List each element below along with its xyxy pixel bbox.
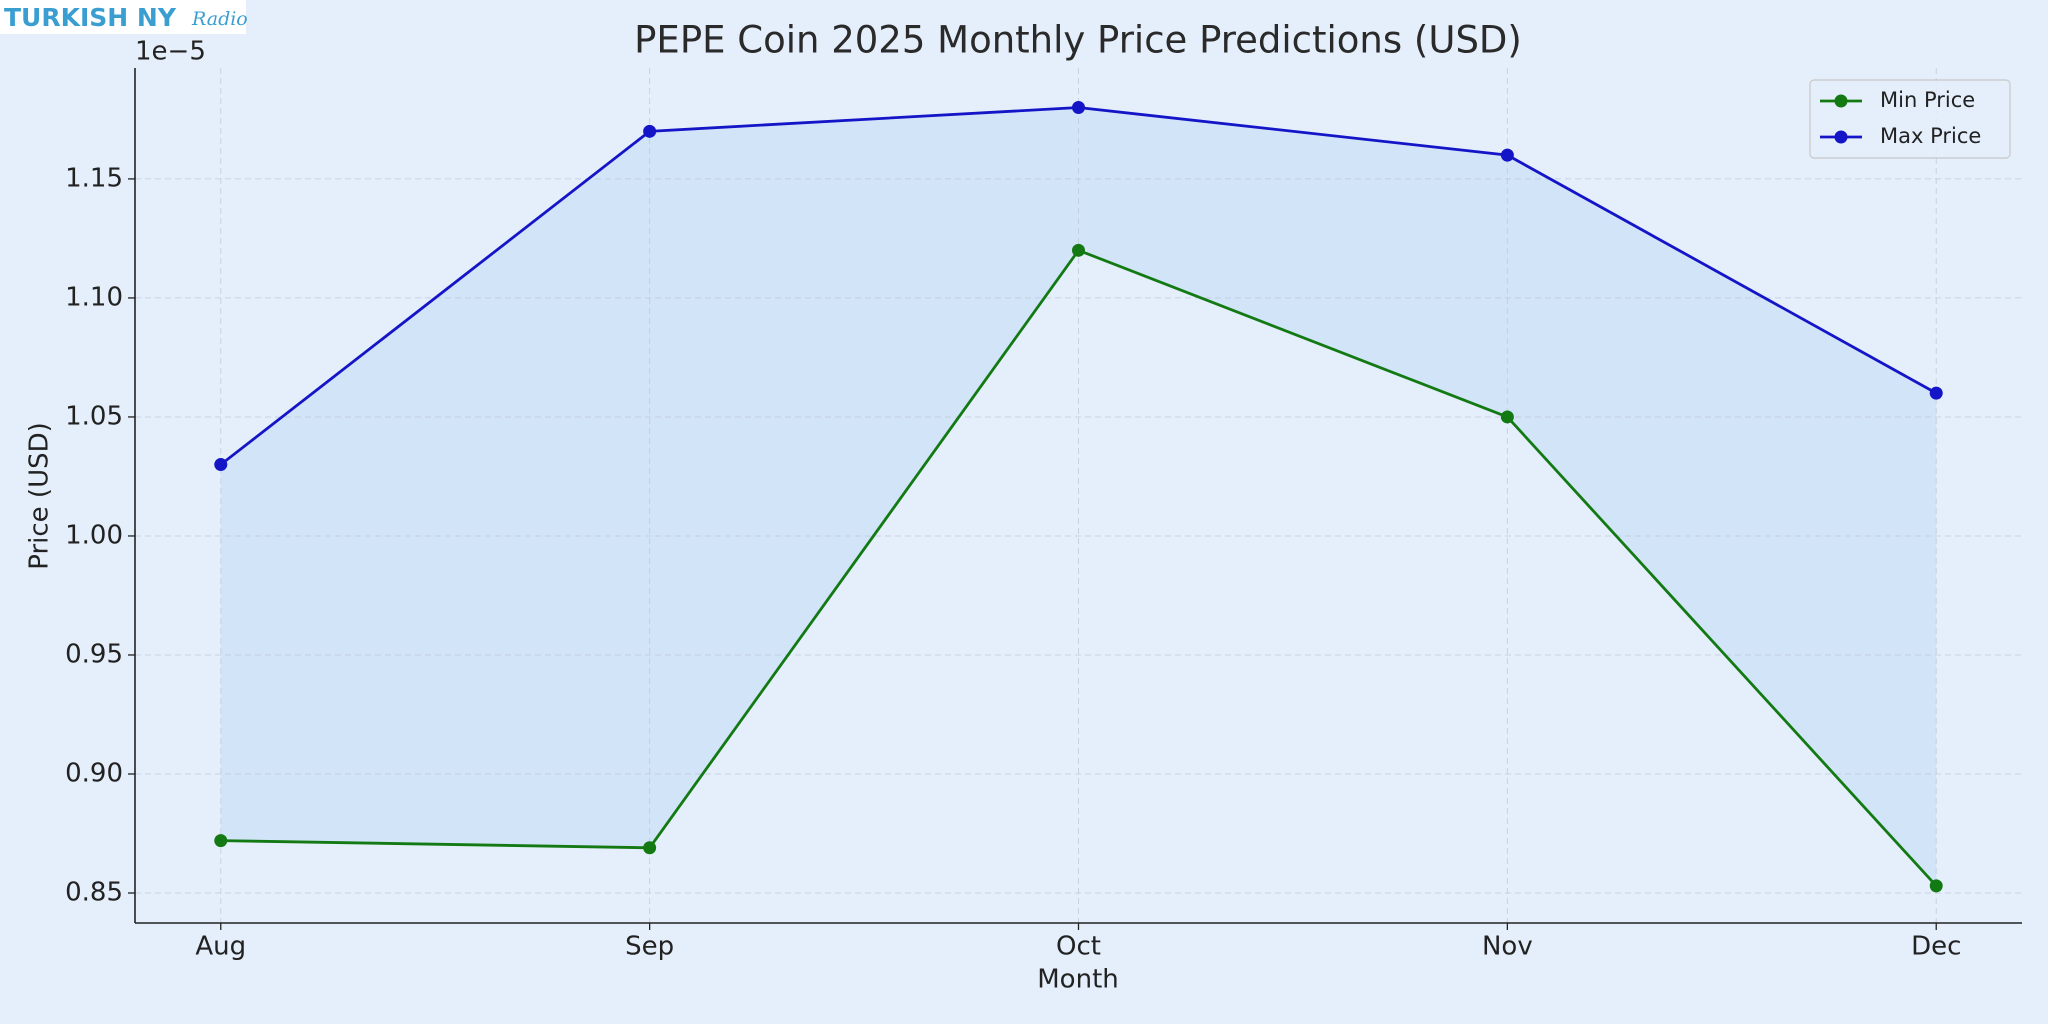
data-point (643, 124, 657, 138)
data-point (214, 834, 228, 848)
data-point (1072, 101, 1085, 115)
y-tick-label: 0.90 (65, 758, 123, 788)
chart-title: PEPE Coin 2025 Monthly Price Predictions… (634, 19, 1522, 62)
y-tick-label: 1.00 (65, 520, 123, 550)
legend-label: Min Price (1880, 88, 1975, 112)
data-point (214, 458, 228, 472)
y-tick-label: 1.05 (65, 401, 123, 431)
legend-box (1809, 79, 2011, 159)
y-tick-label: 1.10 (65, 282, 123, 312)
y-tick-label: 1.15 (65, 163, 123, 193)
data-point (1500, 148, 1514, 162)
x-tick-label: Aug (195, 932, 246, 962)
x-tick-label: Dec (1911, 932, 1961, 962)
watermark-text: TURKISH NY (4, 3, 177, 32)
legend-marker (1834, 130, 1848, 144)
y-tick-label: 0.95 (65, 639, 123, 669)
legend-label: Max Price (1880, 124, 1981, 148)
data-point (1929, 386, 1943, 400)
data-point (1500, 410, 1514, 424)
legend-marker (1834, 94, 1848, 108)
x-tick-label: Sep (625, 932, 674, 962)
plot-area: 0.85 0.90 0.95 1.00 1.05 1.10 1.15 Aug Sep Oct Nov… (65, 68, 2022, 962)
y-offset-label: 1e−5 (135, 37, 206, 67)
x-axis-label: Month (1037, 965, 1119, 995)
y-axis-label: Price (USD) (25, 422, 55, 570)
data-point (1929, 879, 1943, 893)
watermark-box (0, 0, 246, 34)
x-tick-label: Oct (1056, 932, 1101, 962)
x-tick-label: Nov (1482, 932, 1533, 962)
data-point (1072, 243, 1085, 257)
data-point (643, 841, 657, 855)
watermark-script: Radio (191, 8, 248, 30)
y-tick-label: 0.85 (65, 878, 123, 908)
